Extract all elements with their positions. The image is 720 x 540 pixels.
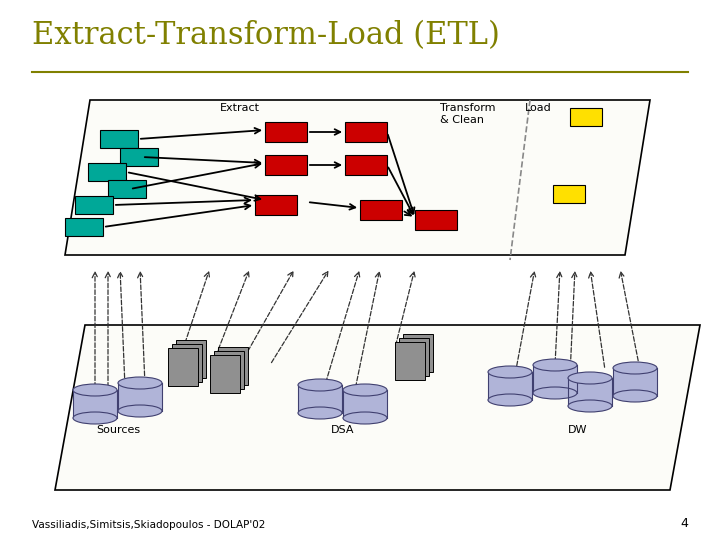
Text: Sources: Sources — [96, 425, 140, 435]
Ellipse shape — [488, 366, 532, 378]
Polygon shape — [214, 351, 244, 389]
Bar — [100, 130, 138, 148]
Ellipse shape — [533, 359, 577, 371]
Ellipse shape — [568, 372, 612, 384]
Polygon shape — [168, 348, 198, 386]
Ellipse shape — [488, 394, 532, 406]
Bar — [255, 195, 297, 215]
Ellipse shape — [298, 379, 342, 391]
Bar — [613, 368, 657, 396]
Polygon shape — [172, 344, 202, 382]
Text: Extract: Extract — [220, 103, 260, 113]
Bar — [75, 196, 113, 214]
Ellipse shape — [613, 390, 657, 402]
Bar — [265, 155, 307, 175]
Bar — [345, 122, 387, 142]
Polygon shape — [176, 340, 206, 378]
Ellipse shape — [568, 400, 612, 412]
Bar — [553, 185, 585, 203]
Bar — [265, 122, 307, 142]
Ellipse shape — [118, 377, 162, 389]
Ellipse shape — [343, 384, 387, 396]
Text: Vassiliadis,Simitsis,Skiadopoulos - DOLAP'02: Vassiliadis,Simitsis,Skiadopoulos - DOLA… — [32, 520, 266, 530]
Text: Extract-Transform-Load (ETL): Extract-Transform-Load (ETL) — [32, 20, 500, 51]
Bar — [120, 148, 158, 166]
Bar — [88, 163, 126, 181]
Ellipse shape — [73, 384, 117, 396]
Text: DW: DW — [568, 425, 588, 435]
Polygon shape — [55, 325, 700, 490]
Text: Transform
& Clean: Transform & Clean — [440, 103, 495, 125]
Bar — [345, 155, 387, 175]
Ellipse shape — [73, 412, 117, 424]
Ellipse shape — [298, 407, 342, 419]
Polygon shape — [65, 100, 650, 255]
Text: 4: 4 — [680, 517, 688, 530]
Ellipse shape — [118, 405, 162, 417]
Bar — [415, 210, 457, 230]
Text: DSA: DSA — [331, 425, 355, 435]
Polygon shape — [403, 334, 433, 372]
Bar — [108, 180, 146, 198]
Polygon shape — [210, 355, 240, 393]
Bar — [360, 200, 402, 220]
Ellipse shape — [343, 412, 387, 424]
Bar — [298, 385, 342, 413]
Bar — [533, 365, 577, 393]
Bar — [65, 218, 103, 236]
Bar — [570, 108, 602, 126]
Bar — [343, 390, 387, 418]
Polygon shape — [395, 342, 425, 380]
Bar — [488, 372, 532, 400]
Polygon shape — [399, 338, 429, 376]
Polygon shape — [218, 347, 248, 385]
Text: Load: Load — [525, 103, 552, 113]
Ellipse shape — [613, 362, 657, 374]
Bar — [118, 383, 162, 411]
Bar — [568, 378, 612, 406]
Bar — [73, 390, 117, 418]
Ellipse shape — [533, 387, 577, 399]
